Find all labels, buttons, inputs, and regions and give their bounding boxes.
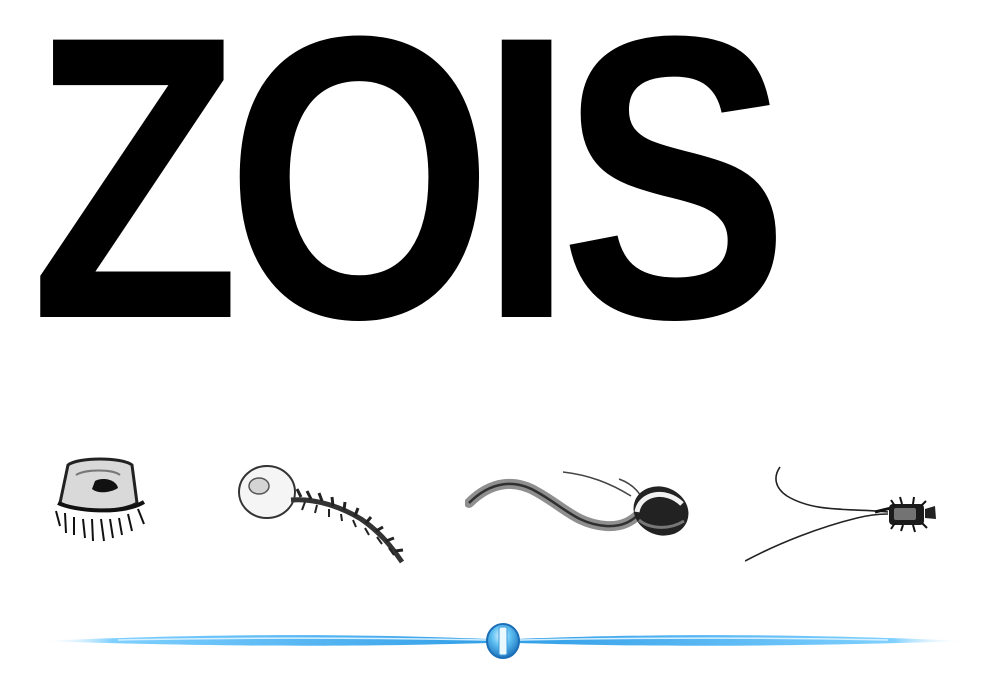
divider-slider: [38, 620, 968, 662]
bell-shaped-organism-illustration: [50, 455, 150, 550]
zois-title: ZOIS: [30, 0, 789, 404]
long-tailed-organism-illustration: [465, 468, 695, 543]
whip-tailed-organism-illustration: [745, 465, 940, 565]
stalked-organism-illustration: [235, 460, 410, 570]
